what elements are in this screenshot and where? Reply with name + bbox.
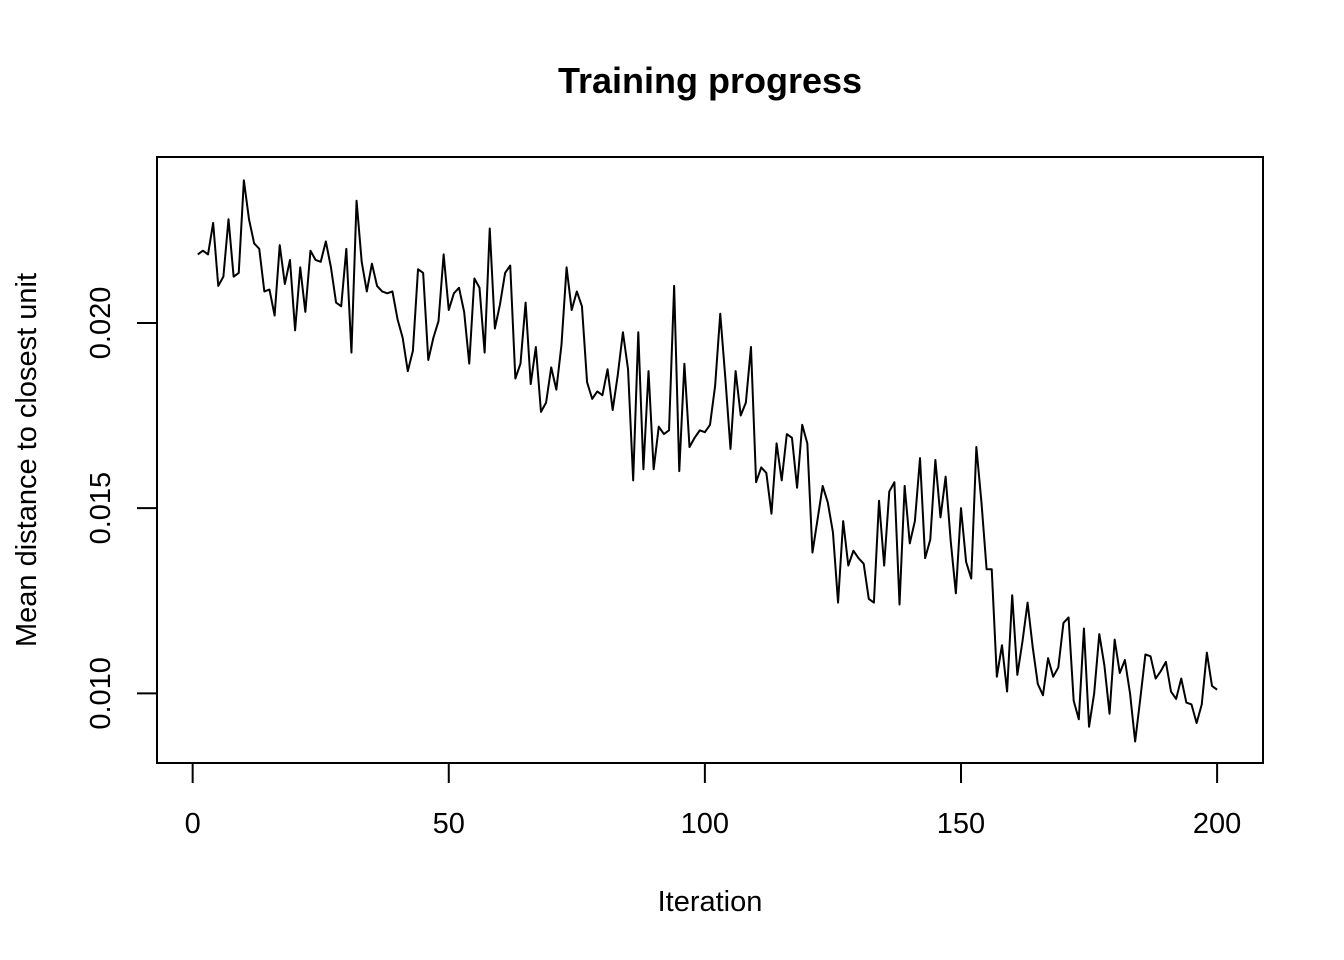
y-tick-label: 0.015 bbox=[85, 472, 117, 545]
y-tick-label: 0.020 bbox=[85, 287, 117, 360]
x-tick-label: 50 bbox=[433, 808, 465, 840]
y-axis: 0.010 0.015 0.020 bbox=[85, 287, 158, 730]
x-tick-label: 200 bbox=[1193, 808, 1241, 840]
series-line bbox=[197, 179, 1218, 743]
x-tick-label: 100 bbox=[681, 808, 729, 840]
x-tick-label: 150 bbox=[937, 808, 985, 840]
y-axis-label: Mean distance to closest unit bbox=[11, 273, 43, 647]
y-tick-label: 0.010 bbox=[85, 657, 117, 730]
x-axis: 0 50 100 150 200 bbox=[185, 762, 1241, 840]
plot-frame bbox=[156, 156, 1264, 764]
x-tick-label: 0 bbox=[185, 808, 201, 840]
series-layer bbox=[197, 179, 1218, 743]
chart-title: Training progress bbox=[558, 60, 862, 101]
x-axis-label: Iteration bbox=[658, 886, 763, 918]
